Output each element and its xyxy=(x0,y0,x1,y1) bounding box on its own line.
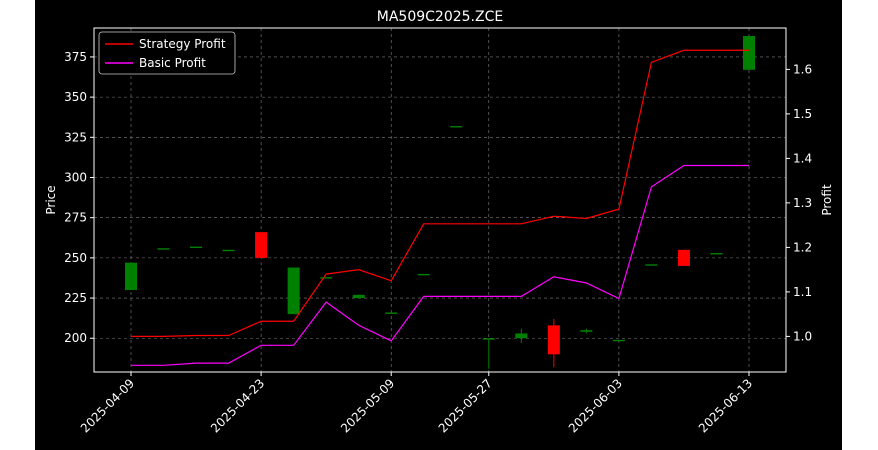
candle-body xyxy=(352,294,365,299)
candle-body xyxy=(547,325,560,355)
candle-body xyxy=(482,338,495,340)
y2-tick-label: 1.6 xyxy=(793,62,812,76)
candle-body xyxy=(417,273,430,276)
figure-background xyxy=(35,0,842,450)
y2-tick-label: 1.1 xyxy=(793,285,812,299)
y2-tick-label: 1.3 xyxy=(793,196,812,210)
y-tick-label: 350 xyxy=(64,90,87,104)
y-tick-label: 325 xyxy=(64,130,87,144)
candle-body xyxy=(645,264,658,266)
right-axis-ticks: 1.0 1.1 1.2 1.3 1.4 1.5 1.6 xyxy=(786,62,812,343)
legend: Strategy Profit Basic Profit xyxy=(98,31,236,75)
candle-body xyxy=(385,312,398,314)
candle-body xyxy=(157,248,170,250)
y2-axis-label: Profit xyxy=(820,184,834,216)
y2-tick-label: 1.4 xyxy=(793,151,812,165)
y2-tick-label: 1.5 xyxy=(793,107,812,121)
y-tick-label: 250 xyxy=(64,251,87,265)
candle-body xyxy=(450,126,463,128)
y2-tick-label: 1.2 xyxy=(793,240,812,254)
candle-body xyxy=(320,277,333,279)
candle-body xyxy=(222,249,235,252)
legend-label-strategy-profit: Strategy Profit xyxy=(139,37,226,51)
y-axis-label: Price xyxy=(44,185,58,214)
y-tick-label: 300 xyxy=(64,170,87,184)
y-tick-label: 225 xyxy=(64,291,87,305)
strategy-profit-line xyxy=(131,49,749,337)
candle-body xyxy=(190,246,203,249)
left-axis-ticks: 200 225 250 275 300 325 350 375 xyxy=(64,50,94,345)
candle-body xyxy=(580,330,593,332)
candle-body xyxy=(710,253,723,255)
candle-body xyxy=(677,249,690,266)
candle-body xyxy=(743,36,755,70)
profit-lines xyxy=(131,49,749,366)
basic-profit-line xyxy=(131,164,749,366)
candle-body xyxy=(255,232,268,258)
candle-body xyxy=(125,262,137,291)
y-tick-label: 375 xyxy=(64,50,87,64)
y-tick-label: 200 xyxy=(64,331,87,345)
candle-body xyxy=(612,339,625,342)
chart-title: MA509C2025.ZCE xyxy=(377,9,503,25)
legend-label-basic-profit: Basic Profit xyxy=(139,56,206,70)
y-tick-label: 275 xyxy=(64,211,87,225)
grid-lines xyxy=(94,28,786,372)
candlesticks xyxy=(125,36,755,369)
candle-body xyxy=(515,333,528,339)
y2-tick-label: 1.0 xyxy=(793,329,812,343)
candle-body xyxy=(287,267,300,315)
plot-frame xyxy=(93,27,787,373)
